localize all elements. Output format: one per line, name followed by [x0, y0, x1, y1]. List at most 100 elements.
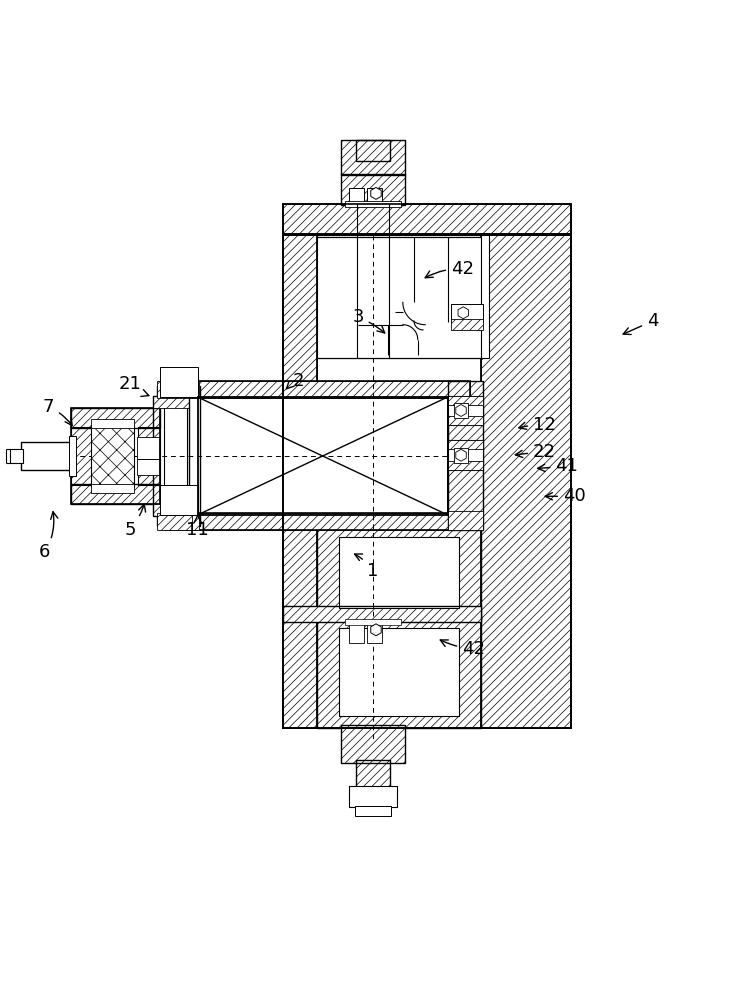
- Bar: [183, 513, 470, 530]
- Bar: [71, 484, 160, 504]
- Bar: [356, 140, 390, 161]
- Text: 42: 42: [425, 260, 474, 278]
- Bar: [138, 427, 160, 485]
- Bar: [91, 425, 134, 487]
- Bar: [341, 140, 405, 175]
- Bar: [341, 140, 405, 175]
- Bar: [451, 304, 483, 322]
- Bar: [21, 442, 72, 470]
- Bar: [339, 628, 459, 716]
- Bar: [341, 725, 405, 763]
- Bar: [157, 513, 192, 530]
- Bar: [157, 386, 200, 526]
- Bar: [341, 174, 405, 205]
- Bar: [367, 188, 382, 203]
- Bar: [183, 381, 470, 398]
- Text: 40: 40: [545, 487, 586, 505]
- Bar: [71, 408, 160, 428]
- Text: 7: 7: [43, 398, 72, 426]
- Bar: [345, 201, 401, 207]
- Bar: [160, 367, 198, 397]
- Bar: [349, 786, 397, 807]
- Bar: [454, 403, 468, 418]
- Bar: [481, 235, 571, 728]
- Bar: [448, 416, 483, 425]
- Bar: [448, 511, 483, 530]
- Polygon shape: [458, 307, 468, 319]
- Bar: [137, 437, 159, 475]
- Text: 3: 3: [352, 308, 385, 333]
- Bar: [198, 397, 448, 515]
- Bar: [317, 617, 481, 728]
- Polygon shape: [456, 405, 466, 416]
- Bar: [71, 484, 160, 504]
- Bar: [317, 526, 481, 619]
- Bar: [91, 484, 134, 493]
- Bar: [451, 319, 483, 330]
- Bar: [481, 235, 571, 728]
- Bar: [71, 427, 93, 485]
- Bar: [153, 504, 189, 516]
- Bar: [317, 235, 489, 358]
- Bar: [349, 188, 364, 203]
- Text: 22: 22: [515, 443, 556, 461]
- Bar: [448, 440, 483, 470]
- Bar: [91, 419, 134, 428]
- Bar: [69, 436, 76, 476]
- Polygon shape: [456, 449, 466, 461]
- Bar: [283, 234, 571, 728]
- Bar: [183, 513, 199, 530]
- Text: 41: 41: [538, 457, 578, 475]
- Polygon shape: [371, 624, 381, 636]
- Bar: [454, 448, 468, 463]
- Bar: [283, 606, 481, 622]
- Bar: [183, 513, 470, 530]
- Bar: [283, 235, 317, 728]
- Bar: [448, 396, 483, 405]
- Bar: [283, 235, 317, 728]
- Bar: [198, 397, 448, 515]
- Bar: [10, 449, 23, 463]
- Bar: [283, 204, 571, 235]
- Text: 42: 42: [440, 640, 485, 658]
- Text: 6: 6: [39, 512, 58, 561]
- Bar: [71, 408, 160, 504]
- Bar: [71, 427, 93, 485]
- Bar: [164, 381, 186, 398]
- Bar: [367, 622, 382, 643]
- Bar: [164, 381, 186, 530]
- Bar: [345, 619, 401, 625]
- Bar: [349, 622, 364, 643]
- Bar: [448, 440, 483, 449]
- Bar: [448, 461, 483, 470]
- Bar: [448, 381, 483, 530]
- Text: 1: 1: [354, 554, 379, 580]
- Bar: [283, 204, 571, 235]
- Bar: [283, 204, 571, 235]
- Text: 21: 21: [119, 375, 149, 396]
- Text: 2: 2: [286, 372, 304, 390]
- Bar: [164, 386, 186, 526]
- Bar: [157, 381, 192, 398]
- Bar: [341, 725, 405, 763]
- Bar: [153, 396, 189, 408]
- Bar: [448, 381, 483, 530]
- Bar: [283, 606, 481, 622]
- Bar: [138, 427, 160, 485]
- Bar: [317, 617, 481, 728]
- Text: 12: 12: [519, 416, 556, 434]
- Bar: [71, 408, 160, 428]
- Bar: [317, 237, 481, 358]
- Polygon shape: [371, 187, 381, 199]
- Bar: [183, 381, 199, 398]
- Bar: [339, 537, 459, 608]
- Bar: [153, 396, 189, 516]
- Bar: [356, 760, 390, 789]
- Text: 4: 4: [623, 312, 659, 334]
- Bar: [355, 806, 391, 816]
- Bar: [341, 174, 405, 205]
- Text: 11: 11: [186, 515, 209, 539]
- Bar: [448, 396, 483, 425]
- Bar: [183, 381, 470, 398]
- Bar: [164, 513, 186, 530]
